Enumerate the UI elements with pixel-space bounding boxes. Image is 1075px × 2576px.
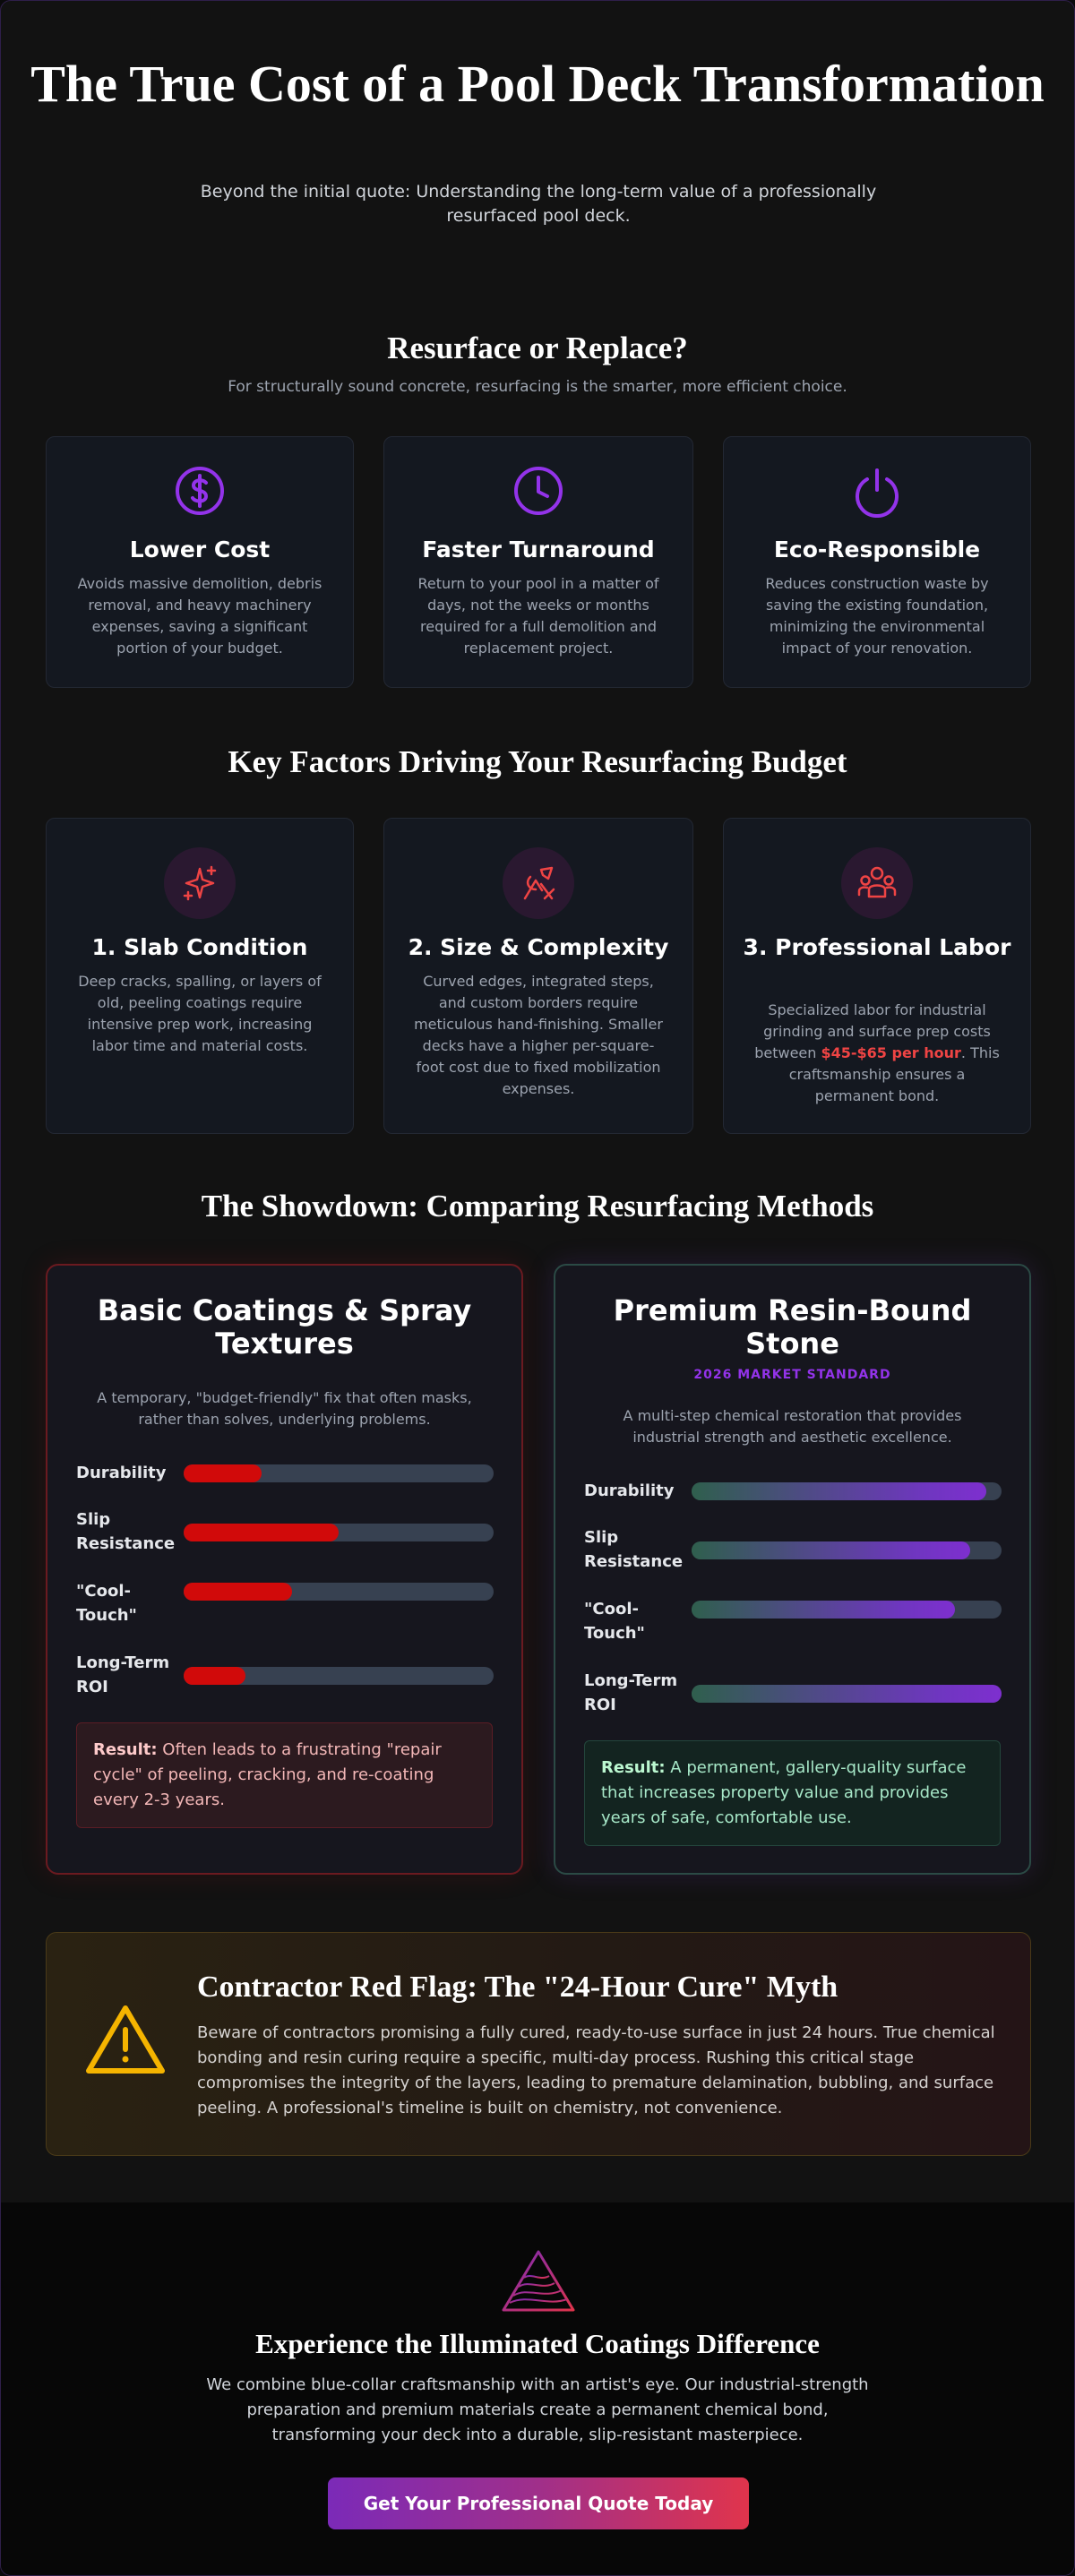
card-title: 3. Professional Labor [743,934,1011,960]
team-icon [841,847,913,919]
metric-bar-fill [184,1667,246,1685]
factor-card-slab-condition: 1. Slab Condition Deep cracks, spalling,… [46,818,354,1134]
market-standard-tag: 2026 MARKET STANDARD [693,1368,891,1382]
result-label: Result: [93,1740,158,1759]
benefit-card-lower-cost: Lower Cost Avoids massive demolition, de… [46,436,354,688]
pyramid-logo-icon [501,2249,576,2317]
shapes-icon [503,847,574,919]
metric-bar-track [184,1524,494,1541]
card-text: Curved edges, integrated steps, and cust… [414,973,663,1097]
power-icon [850,464,904,518]
labor-rate-highlight: $45-$65 per hour [821,1044,961,1061]
card-text-start: Specialized labor for industrial grindin… [754,1001,991,1061]
comparison-title: Premium Resin-Bound Stone [613,1293,972,1361]
footer-title: Experience the Illuminated Coatings Diff… [255,2328,820,2359]
result-box: Result: A permanent, gallery-quality sur… [584,1740,1001,1846]
get-quote-button[interactable]: Get Your Professional Quote Today [328,2477,749,2529]
metric-label: Durability [76,1464,167,1482]
metric-bar-track [692,1601,1002,1619]
metric-label: Slip Resistance [584,1528,684,1571]
metric-label: "Cool-Touch" [76,1582,137,1625]
result-label: Result: [601,1758,666,1777]
metric-bar-fill [184,1524,339,1541]
showdown-title: The Showdown: Comparing Resurfacing Meth… [201,1189,874,1224]
red-flag-title: Contractor Red Flag: The "24-Hour Cure" … [197,1971,838,2004]
sparkle-icon [164,847,236,919]
card-text-end: . This craftsmanship ensures a permanent… [788,1044,1000,1104]
red-flag-text: Beware of contractors promising a fully … [197,2023,995,2117]
factors-title: Key Factors Driving Your Resurfacing Bud… [228,744,847,779]
card-text: Deep cracks, spalling, or layers of old,… [78,973,322,1054]
metric-bar-fill [184,1583,293,1601]
benefit-card-eco-responsible: Eco-Responsible Reduces construction was… [723,436,1031,688]
metric-bar-track [184,1583,494,1601]
red-flag-callout: Contractor Red Flag: The "24-Hour Cure" … [46,1932,1031,2156]
metric-bar-track [692,1541,1002,1559]
card-text: Reduces construction waste by saving the… [765,575,989,657]
metric-bar-fill [184,1464,262,1482]
factor-card-professional-labor: 3. Professional Labor Specialized labor … [723,818,1031,1134]
resurface-subtitle: For structurally sound concrete, resurfa… [228,378,847,396]
comparison-desc: A temporary, "budget-friendly" fix that … [97,1389,472,1428]
comparison-desc: A multi-step chemical restoration that p… [623,1407,962,1446]
footer-text: We combine blue-collar craftsmanship wit… [206,2375,869,2444]
metric-bar-track [692,1685,1002,1703]
metric-label: Long-Term ROI [76,1653,170,1696]
metric-label: Long-Term ROI [584,1671,678,1714]
clock-icon [512,464,565,518]
metric-bar-fill [692,1541,971,1559]
result-text: Often leads to a frustrating "repair cyc… [93,1740,442,1809]
metric-bar-track [184,1667,494,1685]
metric-bar-track [184,1464,494,1482]
metric-bar-track [692,1482,1002,1500]
footer-cta-section: Experience the Illuminated Coatings Diff… [1,2202,1074,2575]
page-subtitle: Beyond the initial quote: Understanding … [200,182,877,226]
warning-icon [84,2003,167,2080]
result-box: Result: Often leads to a frustrating "re… [76,1722,493,1828]
card-title: 2. Size & Complexity [408,934,669,960]
metric-label: "Cool-Touch" [584,1600,645,1643]
card-title: Faster Turnaround [422,537,655,562]
card-title: 1. Slab Condition [91,934,308,960]
card-text: Specialized labor for industrial grindin… [752,1000,1002,1107]
metric-label: Durability [584,1481,675,1500]
result-text: A permanent, gallery-quality surface tha… [601,1758,967,1827]
comparison-title: Basic Coatings & Spray Textures [97,1293,472,1361]
dollar-icon [173,464,227,518]
metric-bar-fill [692,1601,956,1619]
metric-bar-fill [692,1482,986,1500]
card-title: Eco-Responsible [773,537,981,562]
card-title: Lower Cost [129,537,271,562]
page-title: The True Cost of a Pool Deck Transformat… [30,55,1045,113]
factor-card-size-complexity: 2. Size & Complexity Curved edges, integ… [383,818,693,1134]
card-text: Return to your pool in a matter of days,… [417,575,659,657]
metric-label: Slip Resistance [76,1510,176,1553]
resurface-title: Resurface or Replace? [387,331,688,365]
benefit-card-faster-turnaround: Faster Turnaround Return to your pool in… [383,436,693,688]
comparison-card-basic: Basic Coatings & Spray Textures A tempor… [46,1264,523,1875]
metric-bar-fill [692,1685,1002,1703]
card-text: Avoids massive demolition, debris remova… [77,575,322,657]
comparison-card-premium: Premium Resin-Bound Stone 2026 MARKET ST… [554,1264,1031,1875]
